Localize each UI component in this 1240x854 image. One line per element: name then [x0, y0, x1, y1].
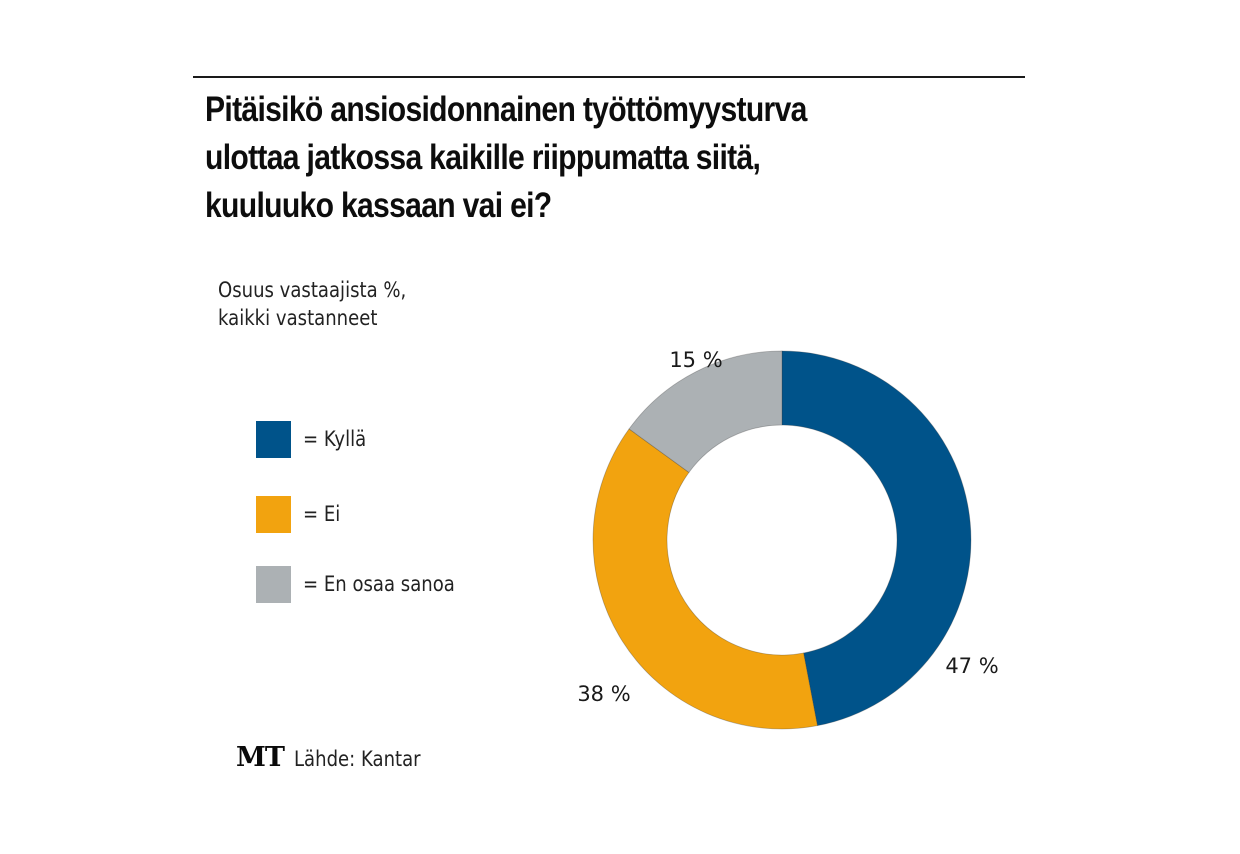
chart-subtitle-line: kaikki vastanneet: [218, 306, 378, 330]
legend-label-ei: = Ei: [303, 502, 341, 526]
chart-title-line: kuuluuko kassaan vai ei?: [205, 186, 552, 225]
slice-value-label: 15 %: [669, 348, 722, 372]
donut-slice-en-osaa-sanoa: [628, 350, 783, 473]
legend-swatch-en-osaa-sanoa: [256, 565, 291, 603]
slice-value-label: 47 %: [945, 654, 998, 678]
legend-label-en-osaa-sanoa: = En osaa sanoa: [303, 572, 455, 596]
legend-item-kylla: = Kyllä: [256, 420, 376, 458]
chart-subtitle-line: Osuus vastaajista %,: [218, 278, 407, 302]
donut-slice-kyllä: [781, 350, 972, 727]
mt-logo: MT: [236, 742, 285, 773]
legend-item-en-osaa-sanoa: = En osaa sanoa: [256, 565, 480, 603]
chart-footer: MT Lähde: Kantar: [236, 742, 441, 773]
chart-title: Pitäisikö ansiosidonnainen työttömyystur…: [205, 86, 893, 230]
chart-subtitle: Osuus vastaajista %, kaikki vastanneet: [218, 276, 406, 332]
legend-swatch-ei: [256, 495, 291, 533]
legend-item-ei: = Ei: [256, 495, 346, 533]
source-note: Lähde: Kantar: [293, 747, 421, 771]
chart-title-line: Pitäisikö ansiosidonnainen työttömyystur…: [205, 90, 807, 129]
title-rule: [193, 76, 1025, 78]
donut-labels: 47 % 38 % 15 %: [577, 348, 998, 706]
legend-label-kylla: = Kyllä: [303, 427, 367, 451]
legend-swatch-kylla: [256, 420, 291, 458]
donut-slices: [592, 350, 972, 730]
donut-slice-ei: [592, 428, 818, 730]
slice-value-label: 38 %: [577, 682, 630, 706]
chart-title-line: ulottaa jatkossa kaikille riippumatta si…: [205, 138, 761, 177]
